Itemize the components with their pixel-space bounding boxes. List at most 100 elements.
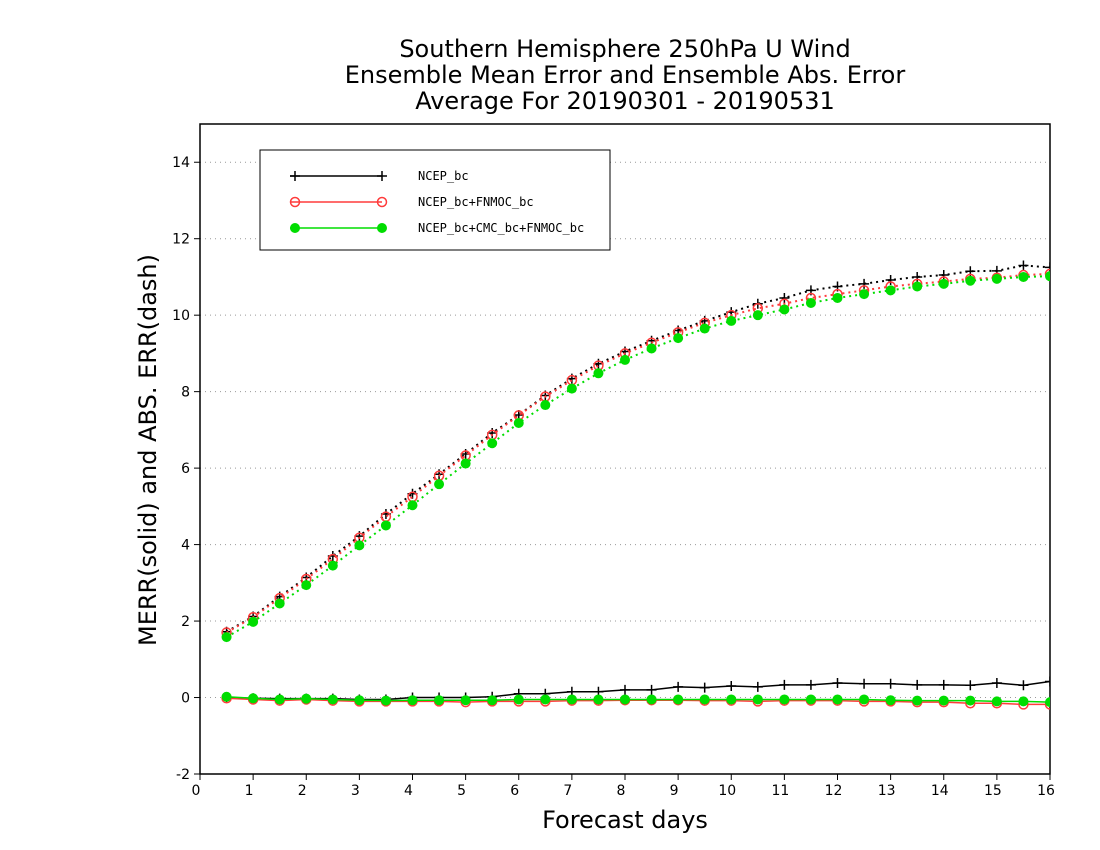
merr-point-series-2 xyxy=(407,695,418,706)
merr-point-series-2 xyxy=(274,694,285,705)
abs-err-point-series-2 xyxy=(593,368,604,379)
legend-marker xyxy=(290,223,300,233)
abs-err-point-series-2 xyxy=(407,500,418,511)
abs-err-point-series-0 xyxy=(912,271,923,282)
x-tick-label: 1 xyxy=(245,783,254,799)
legend-marker xyxy=(290,171,300,181)
merr-point-series-0 xyxy=(965,680,976,691)
abs-err-point-series-2 xyxy=(327,560,338,571)
y-tick-label: 4 xyxy=(181,538,190,554)
abs-err-line-series-2 xyxy=(226,275,1050,638)
merr-point-series-2 xyxy=(965,695,976,706)
merr-point-series-0 xyxy=(912,679,923,690)
merr-point-series-2 xyxy=(1045,697,1050,708)
x-tick-label: 11 xyxy=(771,783,789,799)
merr-point-series-0 xyxy=(673,681,684,692)
merr-point-series-0 xyxy=(859,678,870,689)
merr-point-series-2 xyxy=(487,695,498,706)
y-tick-label: 2 xyxy=(181,614,190,630)
x-tick-label: 8 xyxy=(617,783,626,799)
abs-err-point-series-2 xyxy=(752,310,763,321)
abs-err-point-series-2 xyxy=(673,333,684,344)
abs-err-point-series-2 xyxy=(699,323,710,334)
x-tick-label: 6 xyxy=(510,783,519,799)
merr-point-series-2 xyxy=(1018,696,1029,707)
merr-point-series-0 xyxy=(699,682,710,693)
merr-point-series-2 xyxy=(566,694,577,705)
abs-err-point-series-2 xyxy=(726,315,737,326)
merr-point-series-2 xyxy=(354,695,365,706)
merr-point-series-2 xyxy=(752,694,763,705)
merr-point-series-0 xyxy=(620,684,630,695)
abs-err-point-series-2 xyxy=(513,418,524,428)
abs-err-point-series-2 xyxy=(380,520,391,531)
merr-point-series-0 xyxy=(752,681,763,692)
merr-point-series-2 xyxy=(593,694,604,705)
merr-point-series-2 xyxy=(646,694,657,705)
abs-err-point-series-0 xyxy=(1045,262,1050,273)
x-tick-label: 16 xyxy=(1037,783,1055,799)
merr-point-series-2 xyxy=(380,695,391,706)
chart-title-line-2: Ensemble Mean Error and Ensemble Abs. Er… xyxy=(344,61,906,89)
abs-err-point-series-2 xyxy=(301,580,312,591)
merr-point-series-2 xyxy=(859,694,870,705)
merr-point-series-2 xyxy=(779,694,790,705)
x-tick-label: 9 xyxy=(670,783,679,799)
merr-point-series-2 xyxy=(726,694,737,705)
merr-point-series-2 xyxy=(832,694,843,705)
abs-err-point-series-2 xyxy=(434,479,445,490)
merr-point-series-1 xyxy=(1044,699,1050,710)
y-tick-label: 8 xyxy=(181,385,190,401)
abs-err-line-series-0 xyxy=(226,264,1050,633)
y-tick-label: 0 xyxy=(181,691,190,707)
legend-box xyxy=(259,149,611,251)
merr-point-series-2 xyxy=(885,695,896,706)
merr-point-series-2 xyxy=(327,694,338,705)
merr-point-series-0 xyxy=(1018,680,1029,691)
x-tick-label: 10 xyxy=(718,783,736,799)
abs-err-point-series-2 xyxy=(885,285,896,296)
x-tick-label: 15 xyxy=(984,783,1002,799)
merr-point-series-2 xyxy=(912,695,923,706)
abs-err-point-series-2 xyxy=(938,278,949,289)
merr-point-series-2 xyxy=(991,696,1002,707)
merr-point-series-0 xyxy=(1045,676,1050,687)
merr-line-series-0 xyxy=(226,680,1050,701)
legend-marker xyxy=(377,223,387,233)
abs-err-point-series-2 xyxy=(991,273,1002,284)
legend-marker xyxy=(377,171,387,181)
abs-err-point-series-2 xyxy=(566,383,577,394)
abs-err-point-series-2 xyxy=(646,343,657,354)
merr-point-series-0 xyxy=(805,679,816,690)
abs-err-point-series-2 xyxy=(540,400,551,411)
legend-marker xyxy=(289,196,301,208)
abs-err-point-series-2 xyxy=(805,297,816,308)
abs-err-point-series-2 xyxy=(221,632,232,643)
abs-err-point-series-2 xyxy=(1045,271,1050,282)
merr-point-series-2 xyxy=(221,691,232,702)
abs-err-point-series-2 xyxy=(620,354,630,365)
merr-point-series-2 xyxy=(938,695,949,706)
abs-err-point-series-2 xyxy=(1018,271,1029,282)
x-tick-label: 2 xyxy=(298,783,307,799)
x-tick-label: 4 xyxy=(404,783,413,799)
abs-err-point-series-0 xyxy=(1018,260,1029,271)
merr-point-series-0 xyxy=(885,678,896,689)
abs-err-point-series-2 xyxy=(487,438,498,449)
merr-point-series-0 xyxy=(726,681,737,692)
x-tick-label: 7 xyxy=(563,783,572,799)
merr-point-series-0 xyxy=(991,678,1002,688)
x-tick-label: 14 xyxy=(931,783,949,799)
abs-err-point-series-2 xyxy=(832,292,843,303)
abs-err-point-series-0 xyxy=(779,292,790,303)
x-tick-label: 3 xyxy=(351,783,360,799)
y-tick-label: 10 xyxy=(172,308,190,324)
merr-point-series-0 xyxy=(938,679,949,690)
legend-label: NCEP_bc+CMC_bc+FNMOC_bc xyxy=(418,221,584,235)
merr-point-series-2 xyxy=(620,694,630,705)
y-tick-label: 14 xyxy=(172,155,190,171)
chart-title-line-3: Average For 20190301 - 20190531 xyxy=(415,87,835,115)
abs-err-point-series-2 xyxy=(248,616,259,627)
merr-point-series-2 xyxy=(460,695,471,706)
